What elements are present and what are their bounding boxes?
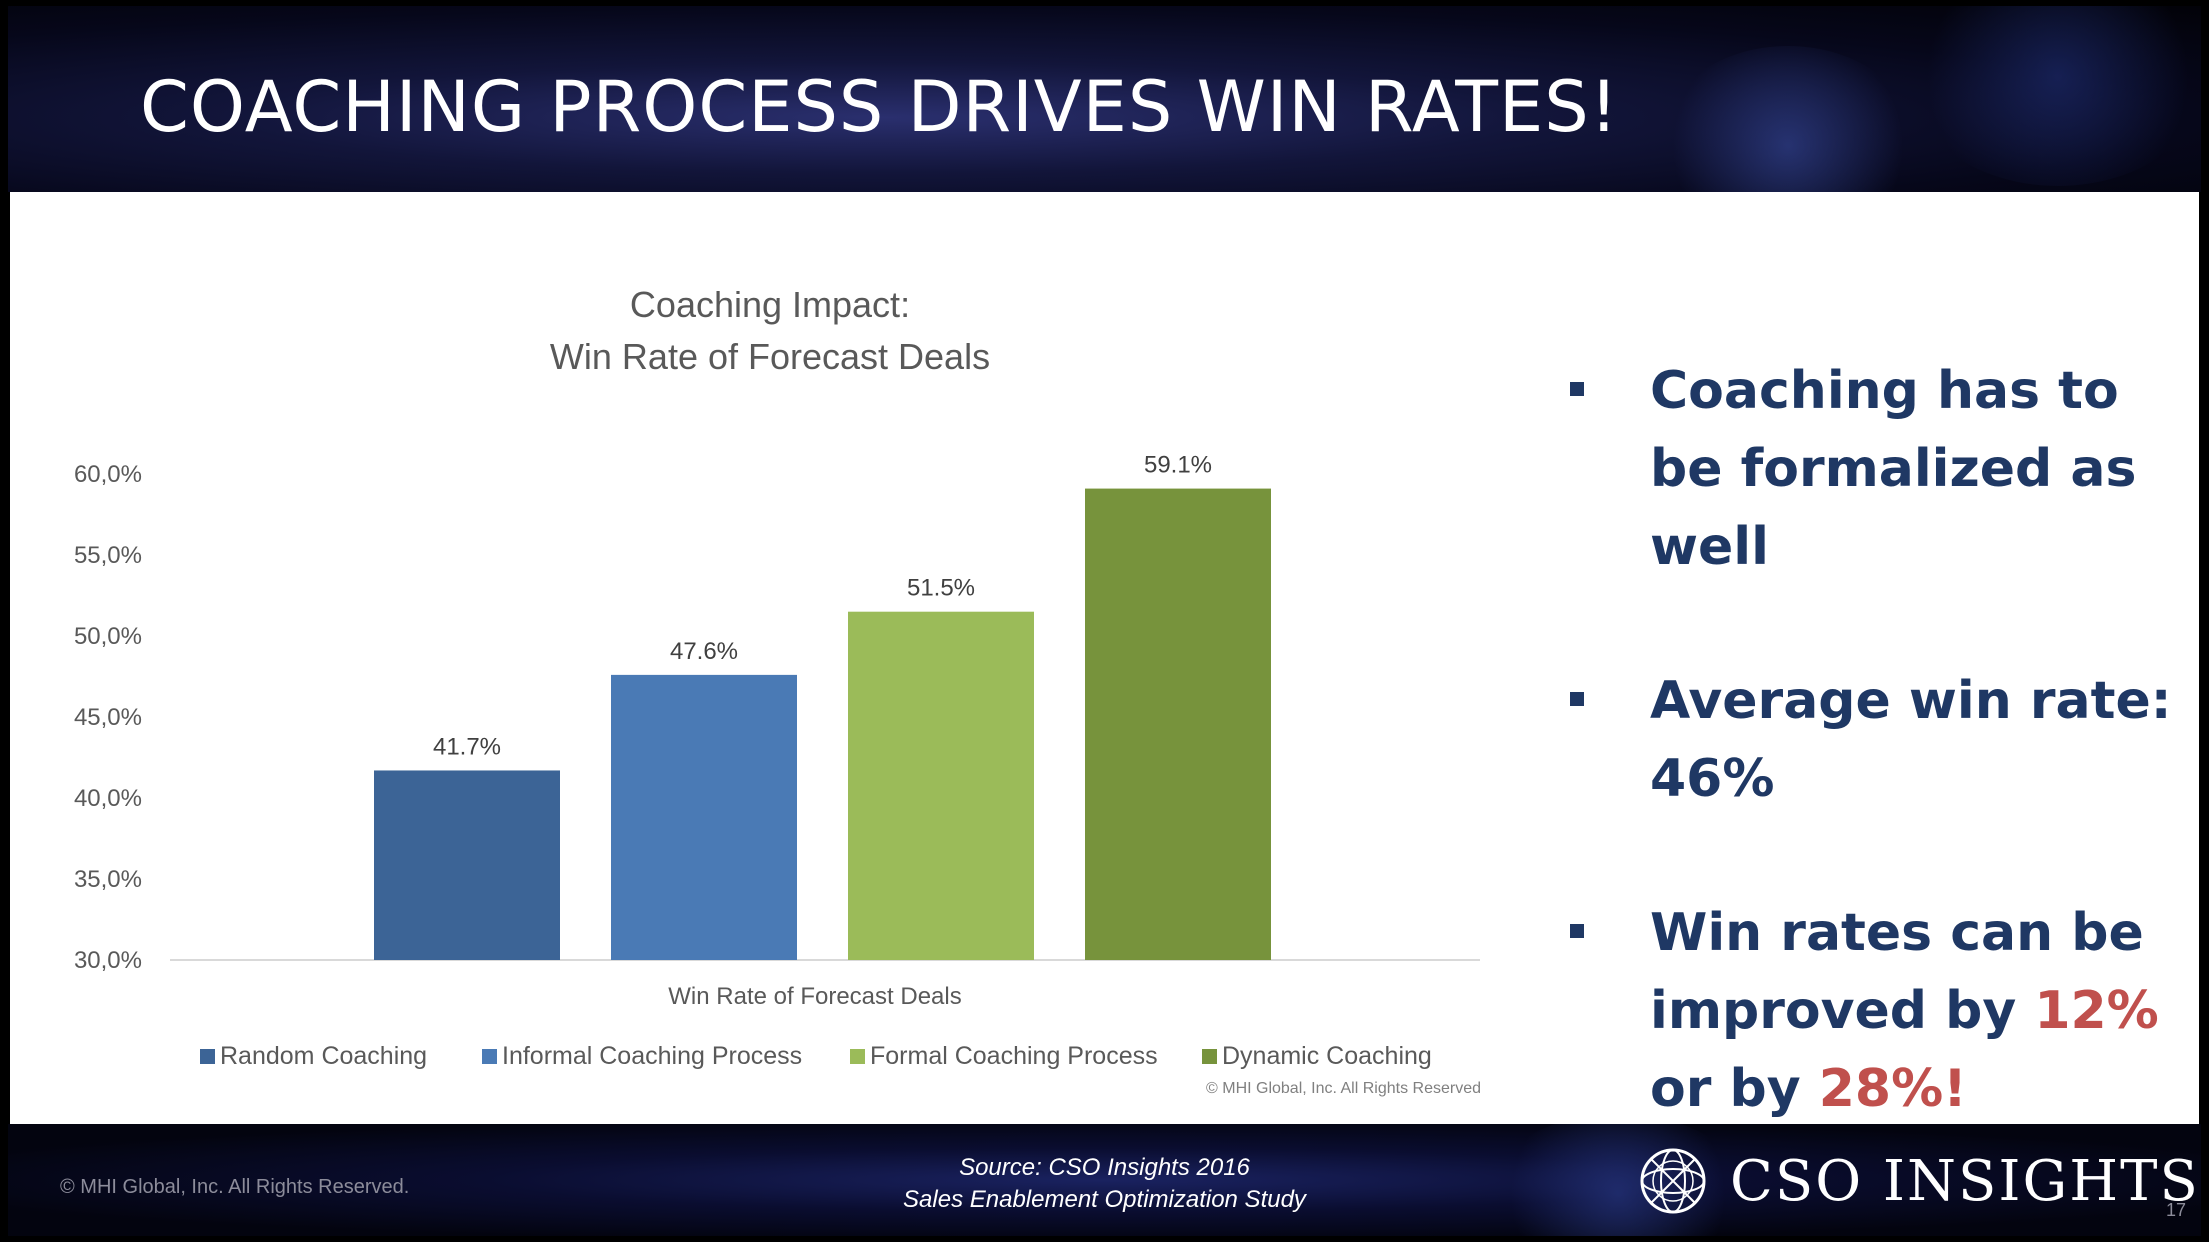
chart-title-line2: Win Rate of Forecast Deals bbox=[549, 336, 991, 377]
bullet-item: Win rates can be improved by 12% or by 2… bbox=[1550, 894, 2180, 1128]
bullet-square-icon bbox=[1570, 924, 1584, 938]
source-line1: Source: CSO Insights 2016 bbox=[959, 1154, 1250, 1181]
bullet-item: Coaching has to be formalized as well bbox=[1550, 352, 2180, 586]
x-axis-label: Win Rate of Forecast Deals bbox=[668, 983, 961, 1010]
y-tick-label: 55,0% bbox=[74, 542, 142, 569]
footer-copyright: © MHI Global, Inc. All Rights Reserved. bbox=[60, 1176, 410, 1198]
bullet-item: Average win rate: 46% bbox=[1550, 662, 2180, 818]
legend-swatch bbox=[200, 1049, 215, 1064]
bar-chart: 30,0% 35,0% 40,0% 45,0% 50,0% 55,0% 60,0% 41.7%… bbox=[74, 452, 1480, 1070]
legend-swatch bbox=[850, 1049, 865, 1064]
data-label: 41.7% bbox=[433, 733, 501, 760]
chart-copyright: © MHI Global, Inc. All Rights Reserved bbox=[1206, 1080, 1481, 1097]
data-label: 51.5% bbox=[907, 575, 975, 602]
cso-insights-logo: CSO INSIGHTS bbox=[1638, 1146, 2200, 1216]
y-tick-label: 40,0% bbox=[74, 785, 142, 812]
logo-text: CSO INSIGHTS bbox=[1730, 1148, 2200, 1214]
slide-title: COACHING PROCESS DRIVES WIN RATES! bbox=[140, 66, 1619, 148]
legend-entry: Dynamic Coaching bbox=[1222, 1042, 1432, 1070]
legend-entry: Random Coaching bbox=[220, 1042, 427, 1070]
y-tick-label: 60,0% bbox=[74, 461, 142, 488]
bullet-square-icon bbox=[1570, 382, 1584, 396]
slide-content: Coaching Impact: Win Rate of Forecast De… bbox=[10, 192, 2199, 1124]
slide-footer: © MHI Global, Inc. All Rights Reserved. … bbox=[8, 1124, 2201, 1236]
y-tick-label: 30,0% bbox=[74, 947, 142, 974]
bullet-text-formalized: Coaching has to be formalized as well bbox=[1650, 361, 2137, 577]
data-label: 59.1% bbox=[1144, 452, 1212, 479]
bullet-square-icon bbox=[1570, 692, 1584, 706]
bar bbox=[1085, 488, 1271, 960]
slide-header: COACHING PROCESS DRIVES WIN RATES! bbox=[8, 6, 2201, 192]
highlight-28-percent: 28%! bbox=[1818, 1059, 1967, 1119]
y-tick-label: 50,0% bbox=[74, 623, 142, 650]
legend-entry: Informal Coaching Process bbox=[502, 1042, 802, 1070]
y-tick-label: 35,0% bbox=[74, 866, 142, 893]
bar bbox=[611, 674, 797, 960]
globe-icon bbox=[1640, 1148, 1706, 1214]
source-line2: Sales Enablement Optimization Study bbox=[903, 1186, 1306, 1213]
legend-swatch bbox=[482, 1049, 497, 1064]
bar bbox=[374, 770, 560, 960]
bullet-text-average: Average win rate: 46% bbox=[1650, 671, 2172, 809]
bullet-list: Coaching has to be formalized as well Av… bbox=[1550, 352, 2180, 1204]
data-label: 47.6% bbox=[670, 638, 738, 665]
bar bbox=[848, 611, 1034, 960]
bullet-text-improved: Win rates can be improved by bbox=[1650, 903, 2144, 1041]
page-number: 17 bbox=[2166, 1200, 2187, 1220]
legend-entry: Formal Coaching Process bbox=[870, 1042, 1158, 1070]
bullet-text-or-by: or by bbox=[1650, 1059, 1819, 1119]
legend-swatch bbox=[1202, 1049, 1217, 1064]
chart-title-line1: Coaching Impact: bbox=[629, 284, 911, 325]
highlight-12-percent: 12% bbox=[2034, 981, 2159, 1041]
y-tick-label: 45,0% bbox=[74, 704, 142, 731]
